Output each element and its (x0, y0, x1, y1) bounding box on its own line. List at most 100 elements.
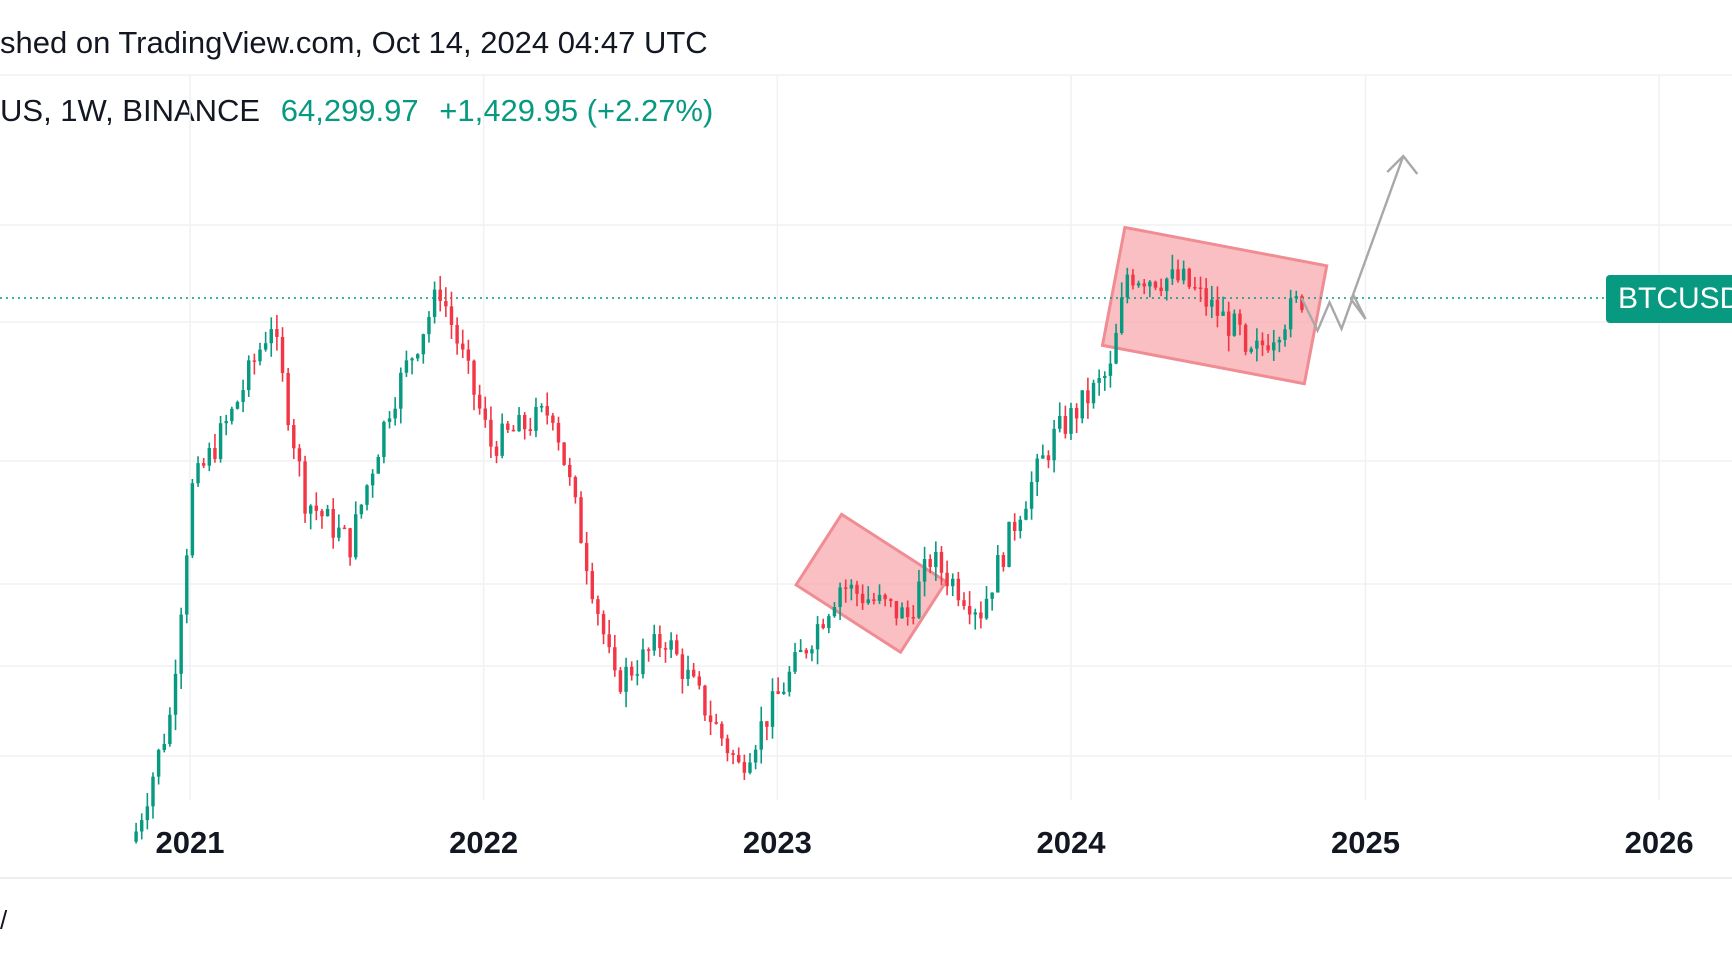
candle (1249, 346, 1253, 354)
candle-body (562, 442, 566, 465)
candle (736, 747, 741, 764)
candle-body (1159, 287, 1163, 292)
candle (568, 457, 572, 486)
candle-body (370, 473, 375, 486)
candle (432, 281, 437, 324)
candle (404, 350, 409, 377)
candle (821, 618, 825, 630)
candle-body (922, 559, 927, 582)
candle (1159, 278, 1163, 297)
candle-body (1187, 268, 1191, 288)
candle (810, 645, 814, 662)
candle-body (297, 448, 302, 462)
candle (889, 598, 893, 608)
candle-body (213, 448, 217, 459)
candle-body (489, 419, 493, 447)
candle (973, 608, 977, 630)
candle (669, 632, 673, 658)
candle-body (1103, 375, 1107, 379)
candle-body (866, 599, 870, 604)
candle-body (652, 634, 656, 651)
candle-body (494, 446, 499, 456)
candle-body (230, 408, 234, 422)
candle-body (782, 691, 786, 694)
candle-body (832, 607, 837, 617)
candle (1012, 513, 1017, 541)
candle-body (365, 485, 369, 505)
candle (1148, 280, 1152, 298)
candle (967, 591, 972, 625)
candle (190, 478, 195, 559)
candle-body (483, 408, 487, 420)
candle (579, 491, 583, 544)
candle-body (1238, 313, 1242, 325)
candle (742, 754, 747, 780)
candle (545, 392, 549, 425)
candle-body (168, 714, 172, 745)
candle (1221, 296, 1225, 316)
candle-body (815, 624, 820, 650)
symbol-legend: US, 1W, BINANCE 64,299.97 +1,429.95 (+2.… (0, 86, 713, 136)
candle (1108, 350, 1113, 388)
candle-body (1153, 281, 1158, 288)
candle-body (258, 349, 262, 362)
candle-body (275, 329, 279, 337)
candle-body (624, 666, 628, 692)
candle-body (1226, 311, 1231, 336)
candle-body (708, 715, 713, 723)
candle (410, 357, 414, 375)
candle-body (1058, 415, 1062, 429)
projection-path (1300, 154, 1419, 334)
candle-body (241, 390, 245, 402)
candle (1176, 259, 1180, 283)
candle-body (883, 594, 887, 600)
candle (500, 413, 504, 459)
candle-body (753, 749, 758, 763)
candle-body (680, 654, 685, 679)
candle-body (1069, 407, 1073, 434)
candle (872, 592, 876, 605)
candle-body (522, 414, 527, 430)
candle-body (179, 614, 183, 674)
candle-body (877, 594, 882, 601)
candle-body (911, 617, 916, 619)
candle-body (618, 670, 623, 692)
candle (714, 713, 718, 725)
candle (455, 317, 459, 355)
candle (1024, 501, 1028, 521)
candle-body (500, 423, 504, 456)
candle-body (415, 354, 420, 359)
candle (421, 333, 426, 364)
candle (646, 647, 651, 662)
candle-body (263, 343, 268, 350)
candle-body (1193, 287, 1197, 289)
candle-body (151, 776, 155, 807)
candle-body (455, 324, 459, 344)
candle (922, 546, 927, 597)
candle-body (658, 634, 662, 649)
candle-body (590, 571, 594, 600)
candle (365, 484, 369, 511)
candle-body (844, 587, 848, 589)
grid-lines (0, 74, 1732, 879)
candle-body (185, 555, 189, 615)
candle (708, 700, 713, 736)
candle-body (1046, 455, 1051, 461)
candle (1041, 444, 1045, 459)
candle-body (793, 651, 797, 672)
candle (1069, 402, 1073, 440)
candle (748, 753, 752, 775)
candle-body (235, 401, 240, 409)
candle (1210, 285, 1214, 319)
candle-body (387, 418, 392, 422)
candle-body (691, 669, 696, 677)
candle-body (996, 555, 1000, 593)
candle (1300, 294, 1304, 313)
candle (894, 600, 899, 626)
candle-body (860, 593, 865, 604)
candle-body (821, 624, 825, 629)
candle (156, 748, 161, 785)
candle (601, 610, 606, 645)
candle-body (320, 510, 324, 517)
